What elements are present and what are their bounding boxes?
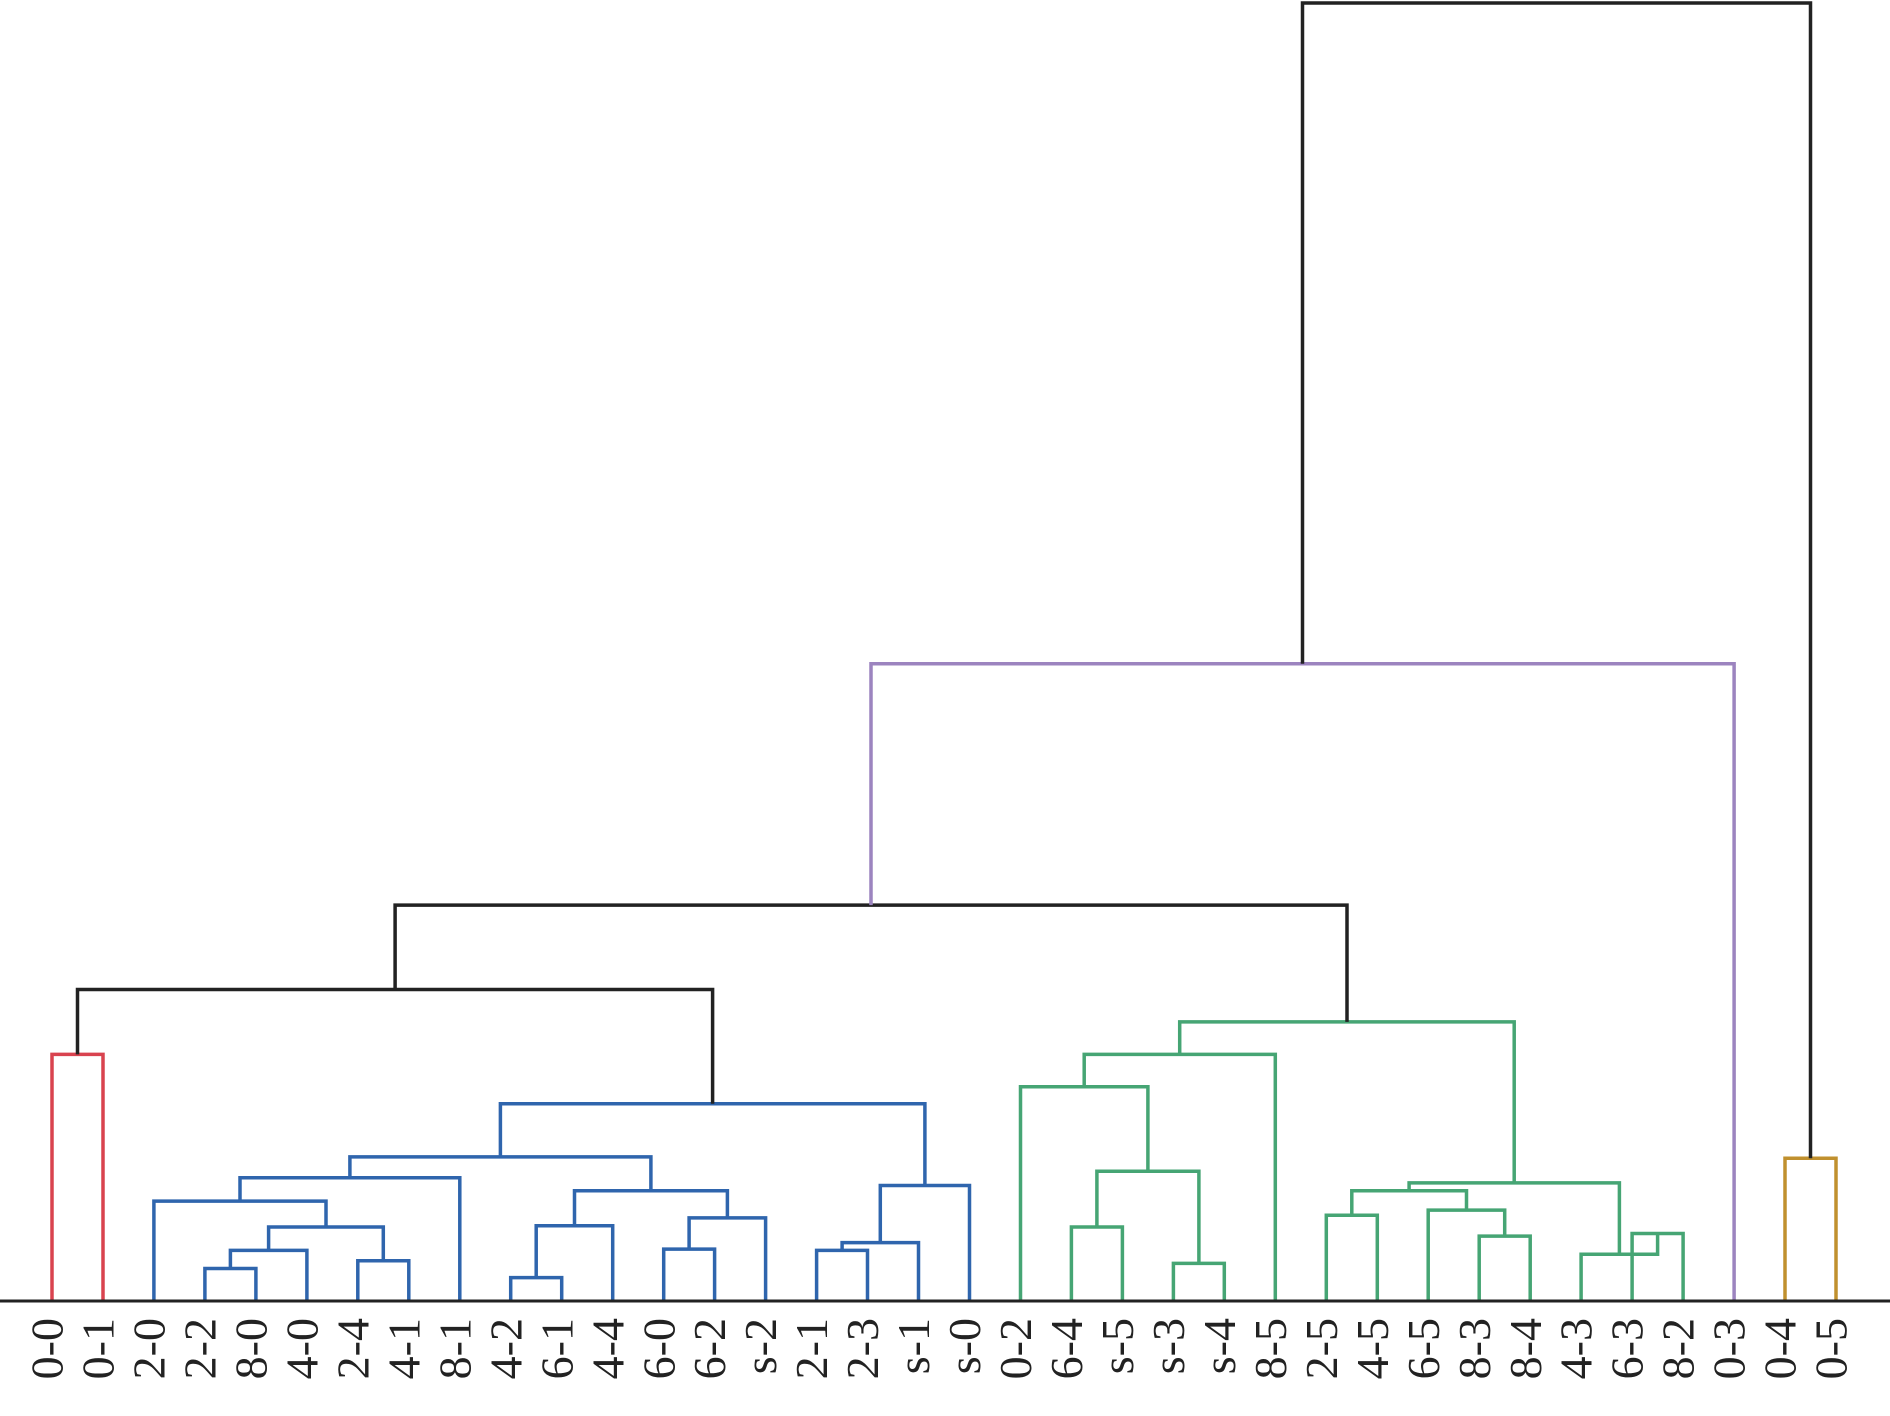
merge-link-20 <box>1095 1169 1201 1264</box>
merge-link-30 <box>1177 1020 1516 1183</box>
merge-link-9 <box>661 1247 717 1301</box>
merge-link-7 <box>508 1275 564 1301</box>
leaf-label: 4-0 <box>276 1318 327 1379</box>
leaf-label: 8-5 <box>1245 1318 1296 1379</box>
merge-link-12 <box>348 1155 653 1191</box>
leaf-label: 6-0 <box>633 1318 684 1379</box>
leaf-labels: 0-0 0-1 2-0 2-2 8-0 4-0 2-4 4-1 8-1 4-2 6-1 4-4 6-0 6… <box>22 1318 1857 1379</box>
merge-link-23 <box>1324 1213 1380 1301</box>
leaf-label: 8-0 <box>225 1318 276 1379</box>
leaf-label: s-0 <box>939 1318 990 1374</box>
merge-link-8 <box>534 1223 615 1301</box>
merge-link-31 <box>393 903 1349 1022</box>
merge-link-3 <box>356 1259 411 1301</box>
merge-link-25 <box>1426 1208 1507 1301</box>
leaf-label: 6-3 <box>1602 1318 1653 1379</box>
merge-link-0 <box>50 1052 105 1301</box>
leaf-label: 4-1 <box>378 1318 429 1379</box>
leaf-label: 0-3 <box>1704 1318 1755 1379</box>
merge-link-16 <box>498 1101 927 1186</box>
leaf-label: 6-1 <box>531 1318 582 1379</box>
merge-link-32 <box>869 661 1736 1301</box>
leaf-label: s-4 <box>1194 1318 1245 1374</box>
leaf-label: 6-5 <box>1398 1318 1449 1379</box>
leaf-label: 0-0 <box>22 1318 73 1379</box>
leaf-label: 8-3 <box>1449 1318 1500 1379</box>
leaf-label: 0-1 <box>73 1318 124 1379</box>
merge-link-33 <box>1783 1156 1838 1301</box>
leaf-label: 2-5 <box>1296 1318 1347 1379</box>
dendrogram-links <box>50 1 1838 1301</box>
merge-link-6 <box>238 1175 462 1301</box>
merge-link-18 <box>1069 1225 1125 1301</box>
leaf-label: 4-3 <box>1551 1318 1602 1379</box>
leaf-label: 2-2 <box>174 1318 225 1379</box>
leaf-label: 8-1 <box>429 1318 480 1379</box>
leaf-label: s-3 <box>1143 1318 1194 1374</box>
leaf-label: s-1 <box>888 1318 939 1374</box>
leaf-label: s-2 <box>735 1318 786 1374</box>
leaf-label: 0-4 <box>1755 1318 1806 1379</box>
leaf-label: 8-2 <box>1653 1318 1704 1379</box>
merge-link-10 <box>687 1216 768 1301</box>
leaf-label: 0-5 <box>1806 1318 1857 1379</box>
leaf-label: 8-4 <box>1500 1318 1551 1379</box>
leaf-label: 4-2 <box>480 1318 531 1379</box>
merge-link-2 <box>228 1248 309 1301</box>
merge-link-21 <box>1018 1085 1150 1301</box>
leaf-label: 6-2 <box>684 1318 735 1379</box>
merge-link-19 <box>1171 1261 1227 1301</box>
merge-link-17 <box>75 987 715 1104</box>
merge-link-34 <box>1300 1 1813 1159</box>
merge-link-24 <box>1477 1234 1532 1301</box>
leaf-label: 0-2 <box>990 1318 1041 1379</box>
leaf-label: 4-4 <box>582 1318 633 1379</box>
merge-link-1 <box>203 1266 258 1301</box>
leaf-label: 2-4 <box>327 1318 378 1379</box>
leaf-label: 2-3 <box>837 1318 888 1379</box>
leaf-label: 2-0 <box>123 1318 174 1379</box>
merge-link-11 <box>572 1188 730 1226</box>
merge-link-4 <box>266 1225 386 1261</box>
leaf-label: s-5 <box>1092 1318 1143 1374</box>
merge-link-29 <box>1407 1181 1622 1255</box>
leaf-label: 2-1 <box>786 1318 837 1379</box>
leaf-label: 6-4 <box>1041 1318 1092 1379</box>
merge-link-13 <box>814 1248 870 1301</box>
leaf-label: 4-5 <box>1347 1318 1398 1379</box>
